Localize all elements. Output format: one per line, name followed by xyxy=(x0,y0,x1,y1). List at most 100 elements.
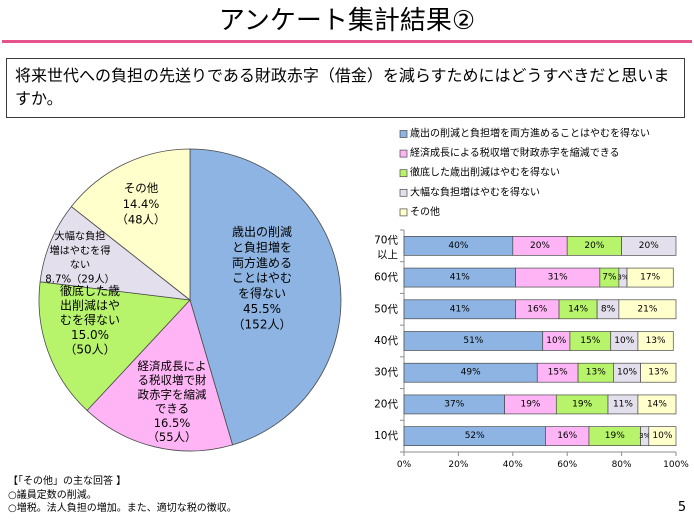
legend-label: その他 xyxy=(410,205,440,218)
pie-label-line: 徹底した歳 xyxy=(60,283,120,298)
legend-swatch xyxy=(399,188,408,197)
x-tick-label: 40% xyxy=(503,460,523,470)
pie-label-line: 8.7%（29人） xyxy=(45,273,114,285)
other-answers-notes: 【「その他」の主な回答 】 ○議員定数の削減。 ○増税。法人負担の増加。また、適… xyxy=(8,475,237,516)
bar-value-label: 3% xyxy=(617,274,628,282)
bar-segment xyxy=(626,267,674,288)
pie-label-line: ない xyxy=(70,259,90,271)
pie-label-line: る税収増で財 xyxy=(138,373,207,387)
category-label: 10代 xyxy=(374,430,398,442)
pie-label-line: （152人） xyxy=(233,317,292,331)
page-number: 5 xyxy=(677,500,687,515)
bar-value-label: 10% xyxy=(652,431,672,441)
notes-heading: 【「その他」の主な回答 】 xyxy=(8,476,127,487)
pie-label-line: できる xyxy=(155,402,189,416)
title-underline xyxy=(2,40,692,43)
pie-label-line: （50人） xyxy=(64,342,115,356)
legend-swatch xyxy=(399,169,408,178)
pie-label-line: 大幅な負担 xyxy=(55,230,106,243)
pie-slice-label: 大幅な負担増はやむを得ない 8.7%（29人） xyxy=(45,230,114,286)
pie-label-line: 45.5% xyxy=(243,302,281,316)
x-tick-label: 60% xyxy=(557,460,577,470)
pie-label-line: むを得ない xyxy=(60,312,120,327)
bar-value-label: 19% xyxy=(520,399,540,409)
bar-value-label: 10% xyxy=(546,336,566,346)
notes-item: ○議員定数の削減。 xyxy=(8,489,97,501)
bar-value-label: 19% xyxy=(605,431,625,441)
bar-value-label: 49% xyxy=(461,368,481,378)
pie-label-line: 16.5% xyxy=(154,416,191,430)
page-title: アンケート集計結果② xyxy=(218,6,476,36)
question-text: 将来世代への負担の先送りである財政赤字（借金）を減らすためにはどうすべきだと思い… xyxy=(15,66,670,108)
pie-label-line: 15.0% xyxy=(71,328,109,342)
bar-value-label: 8% xyxy=(601,304,616,314)
legend-label: 大幅な負担増はやむを得ない xyxy=(410,185,540,198)
bar-segment xyxy=(618,299,677,320)
pie-slice xyxy=(189,148,342,446)
bar-value-label: 14% xyxy=(568,304,588,314)
bar-value-label: 20% xyxy=(530,241,550,251)
pie-label-line: 経済成長によ xyxy=(138,359,207,373)
bar-value-label: 16% xyxy=(557,431,577,441)
bar-value-label: 31% xyxy=(548,273,568,283)
bar-chart-axes: 0% 20% 40% 60% 80% 100% xyxy=(397,229,689,470)
legend-label: 経済成長による税収増で財政赤字を縮減できる xyxy=(410,146,620,159)
category-label: 70代 xyxy=(374,235,398,247)
category-label: 60代 xyxy=(374,272,398,284)
bar-value-label: 41% xyxy=(450,304,470,314)
pie-slice xyxy=(86,299,234,452)
legend-label: 徹底した歳出削減はやむを得ない xyxy=(410,166,560,179)
pie-slice xyxy=(70,148,191,301)
pie-label-line: 歳出の削減 xyxy=(232,224,292,239)
category-label: 40代 xyxy=(374,335,398,347)
bar-value-label: 52% xyxy=(465,431,485,441)
legend-swatch xyxy=(399,149,408,158)
pie-slice xyxy=(39,206,192,301)
legend-swatch xyxy=(399,130,408,138)
bar-value-label: 21% xyxy=(637,304,657,314)
bar-chart-legend: 歳出の削減と負担増を両方進めることはやむを得ない経済成長による税収増で財政赤字を… xyxy=(399,127,650,218)
pie-label-line: 14.4% xyxy=(123,197,160,211)
legend-swatch xyxy=(399,208,408,217)
bar-value-label: 20% xyxy=(584,241,604,251)
pie-slice xyxy=(38,281,191,412)
bar-value-label: 40% xyxy=(448,241,468,251)
category-label: 以上 xyxy=(377,249,398,261)
bar-value-label: 3% xyxy=(639,432,650,440)
bar-value-label: 20% xyxy=(639,241,659,251)
pie-label-line: ことはやむ xyxy=(232,271,292,285)
bar-value-label: 11% xyxy=(613,399,633,409)
bar-value-label: 15% xyxy=(580,336,600,346)
pie-label-line: 増はやむを得 xyxy=(49,244,110,257)
legend-label: 歳出の削減と負担増を両方進めることはやむを得ない xyxy=(410,127,650,140)
bar-value-label: 14% xyxy=(647,399,667,409)
pie-label-line: 両方進める xyxy=(232,255,292,270)
question-box: 将来世代への負担の先送りである財政赤字（借金）を減らすためにはどうすべきだと思い… xyxy=(6,58,685,118)
pie-label-line: 出削減はや xyxy=(60,298,120,313)
bar-value-label: 15% xyxy=(548,368,568,378)
x-tick-label: 0% xyxy=(397,460,412,470)
bar-segment xyxy=(640,362,677,383)
bar-value-label: 37% xyxy=(444,399,464,409)
bar-segment xyxy=(637,331,674,351)
bar-segment xyxy=(621,236,677,256)
bar-value-label: 19% xyxy=(572,399,592,409)
category-label: 20代 xyxy=(374,398,398,410)
bar-value-label: 16% xyxy=(527,304,547,314)
x-tick-label: 80% xyxy=(612,460,632,470)
bar-segment xyxy=(648,426,677,446)
bar-value-label: 10% xyxy=(614,336,634,346)
bar-value-label: 41% xyxy=(450,273,470,283)
pie-label-line: と負担増を xyxy=(232,240,292,254)
bar-value-label: 10% xyxy=(617,368,637,378)
bar-value-label: 17% xyxy=(640,273,660,283)
bar-value-label: 13% xyxy=(586,368,606,378)
bar-value-label: 7% xyxy=(602,273,617,283)
x-tick-label: 20% xyxy=(448,460,468,470)
